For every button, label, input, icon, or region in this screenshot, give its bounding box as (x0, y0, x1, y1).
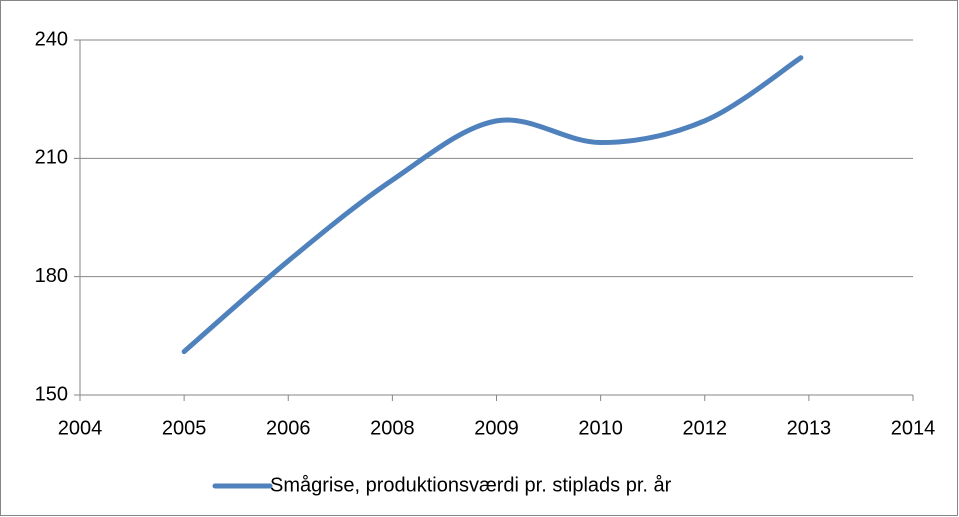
y-tick-label: 180 (35, 265, 68, 287)
x-tick-label: 2014 (891, 417, 936, 439)
x-tick-label: 2009 (474, 417, 519, 439)
x-tick-label: 2008 (370, 417, 415, 439)
x-tick-label: 2006 (266, 417, 311, 439)
x-tick-label: 2005 (162, 417, 207, 439)
line-series (181, 55, 804, 355)
y-tick-label: 240 (35, 28, 68, 50)
x-tick-label: 2012 (683, 417, 728, 439)
x-tick-label: 2013 (787, 417, 832, 439)
x-tick-label: 2004 (58, 417, 103, 439)
x-tick-label: 2010 (578, 417, 623, 439)
y-tick-label: 150 (35, 383, 68, 405)
y-tick-label: 210 (35, 147, 68, 169)
legend-label: Smågrise, produktionsværdi pr. stiplads … (270, 474, 672, 496)
